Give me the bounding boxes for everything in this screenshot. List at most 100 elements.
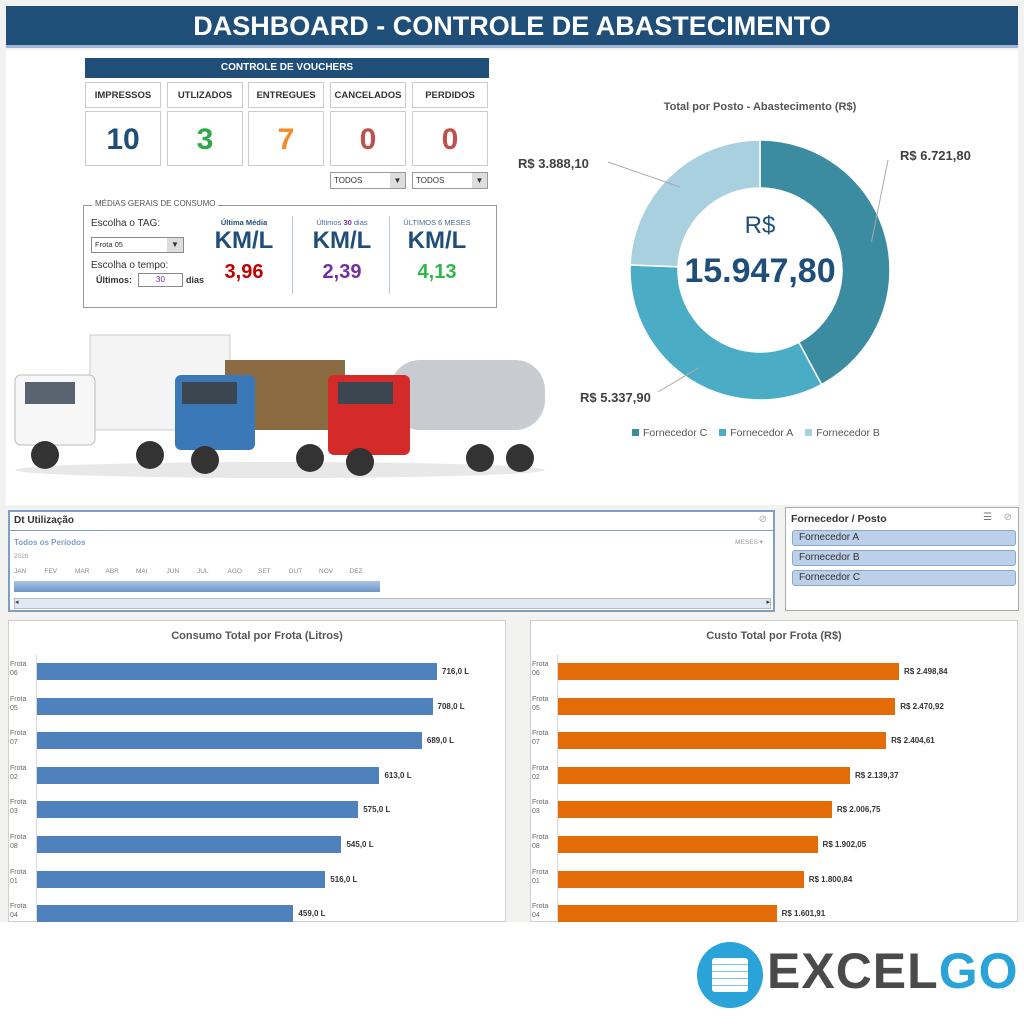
- donut-title: Total por Posto - Abastecimento (R$): [663, 101, 857, 113]
- scroll-right-icon[interactable]: ▸: [766, 599, 770, 606]
- month-jul[interactable]: JUL: [197, 568, 209, 575]
- date-slicer[interactable]: Dt Utilização ⊘ Todos os Períodos MESES …: [8, 510, 775, 612]
- bar[interactable]: [37, 905, 294, 923]
- slicer-item-fornecedor-a[interactable]: Fornecedor A: [792, 530, 1016, 546]
- bar-value-label: R$ 2.139,37: [854, 770, 899, 780]
- bar[interactable]: [37, 801, 359, 819]
- category-label: Frota 01: [532, 868, 549, 885]
- month-nov[interactable]: NOV: [319, 568, 334, 575]
- legend-item[interactable]: Fornecedor C: [632, 427, 707, 439]
- chevron-down-icon: ▼: [472, 173, 487, 188]
- bar-value-label: R$ 1.902,05: [822, 840, 867, 849]
- bar-value-label: 459,0 L: [298, 909, 326, 919]
- month-set[interactable]: SET: [258, 568, 271, 575]
- bar[interactable]: [558, 836, 818, 853]
- month-ago[interactable]: AGO: [227, 568, 242, 575]
- donut-data-label: R$ 3.888,10: [518, 156, 589, 171]
- bar[interactable]: [558, 766, 850, 784]
- tempo-label: Escolha o tempo:: [91, 260, 169, 271]
- donut-chart: R$ 6.721,80 R$ 5.337,90 R$ 3.888,10: [518, 139, 971, 405]
- all-periods[interactable]: Todos os Períodos: [14, 538, 86, 547]
- timeline-scrollbar[interactable]: ◂ ▸: [14, 598, 771, 609]
- donut-slice-fornecedor-b[interactable]: [629, 139, 761, 268]
- slicer-title: Dt Utilização: [14, 515, 75, 526]
- multiselect-icon[interactable]: ☰: [983, 512, 992, 523]
- fornecedor-slicer: Fornecedor / Posto ☰ ⊘ Fornecedor A Forn…: [785, 507, 1019, 611]
- voucher-filter-dropdown[interactable]: TODOS ▼: [330, 172, 406, 189]
- voucher-value-impressos: 10: [85, 111, 161, 166]
- ultimos-input[interactable]: 30: [138, 273, 183, 287]
- month-jan[interactable]: JAN: [14, 568, 27, 575]
- category-label: Frota 05: [532, 695, 549, 712]
- month-jun[interactable]: JUN: [166, 568, 180, 575]
- bar[interactable]: [558, 905, 777, 923]
- category-label: Frota 06: [532, 661, 549, 677]
- category-label: Frota 01: [10, 868, 27, 885]
- slicer-item-fornecedor-b[interactable]: Fornecedor B: [792, 550, 1016, 566]
- category-label: Frota 02: [10, 764, 27, 781]
- voucher-value-cancelados: 0: [330, 111, 406, 166]
- donut-legend: Fornecedor C Fornecedor A Fornecedor B: [632, 427, 880, 439]
- clear-filter-icon[interactable]: ⊘: [758, 514, 767, 525]
- level-value: MESES: [735, 539, 758, 546]
- legend-item[interactable]: Fornecedor A: [719, 427, 793, 439]
- voucher-label-utlizados: UTLIZADOS: [167, 82, 243, 108]
- chart-title: Consumo Total por Frota (Litros): [171, 630, 343, 642]
- bar[interactable]: [37, 836, 342, 853]
- bar-value-label: 516,0 L: [330, 874, 358, 884]
- slicer-item-fornecedor-c[interactable]: Fornecedor C: [792, 570, 1016, 586]
- month-out[interactable]: OUT: [288, 568, 303, 575]
- month-mar[interactable]: MAR: [75, 568, 90, 575]
- dias-label: dias: [186, 275, 205, 285]
- voucher-value-perdidos: 0: [412, 111, 488, 166]
- category-label: Frota 03: [532, 799, 549, 816]
- excel-logo-icon: [697, 942, 763, 1008]
- category-label: Frota 08: [10, 834, 27, 850]
- tag-label: Escolha o TAG:: [91, 218, 161, 229]
- bar[interactable]: [558, 732, 887, 750]
- bar-value-label: 708,0 L: [437, 701, 465, 711]
- bar[interactable]: [558, 801, 832, 819]
- bar[interactable]: [37, 697, 433, 715]
- timeline-bar[interactable]: [14, 581, 380, 592]
- bar[interactable]: [37, 663, 437, 680]
- month-abr[interactable]: ABR: [105, 568, 119, 575]
- voucher-label-entregues: ENTREGUES: [248, 82, 324, 108]
- bar-value-label: 545,0 L: [346, 840, 374, 849]
- voucher-label-perdidos: PERDIDOS: [412, 82, 488, 108]
- bar[interactable]: [558, 663, 899, 680]
- bar[interactable]: [37, 732, 422, 750]
- bar[interactable]: [37, 870, 326, 888]
- filter-value: TODOS: [416, 176, 445, 185]
- tag-dropdown[interactable]: Frota 05 ▼: [91, 237, 184, 253]
- col-unit: KM/L: [214, 227, 274, 254]
- bar[interactable]: [558, 697, 896, 715]
- category-label: Frota 04: [10, 903, 27, 920]
- clear-filter-icon[interactable]: ⊘: [1003, 512, 1012, 523]
- level-select[interactable]: MESES ▾: [735, 539, 763, 546]
- voucher-filter-dropdown[interactable]: TODOS ▼: [412, 172, 488, 189]
- legend-label: Fornecedor C: [643, 427, 708, 439]
- month-dez[interactable]: DEZ: [349, 568, 363, 575]
- legend-label: Fornecedor B: [816, 427, 880, 439]
- medias-panel: MÉDIAS GERAIS DE CONSUMO Escolha o TAG: …: [83, 199, 497, 308]
- logo-text-a: EXCEL: [767, 943, 939, 999]
- month-fev[interactable]: FEV: [44, 568, 58, 575]
- year-label: 2026: [14, 553, 29, 560]
- donut-slice-fornecedor-c[interactable]: [759, 139, 891, 386]
- donut-center-value: 15.947,80: [684, 252, 836, 290]
- legend-item[interactable]: Fornecedor B: [805, 427, 880, 439]
- page-title: DASHBOARD - CONTROLE DE ABASTECIMENTO: [6, 6, 1018, 48]
- medias-title: MÉDIAS GERAIS DE CONSUMO: [92, 199, 219, 208]
- legend-swatch: [719, 429, 727, 436]
- month-mai[interactable]: MAI: [136, 568, 148, 575]
- bar-value-label: 613,0 L: [384, 770, 412, 780]
- legend-swatch: [805, 429, 813, 436]
- scroll-left-icon[interactable]: ◂: [15, 599, 19, 606]
- media-col-30dias: Últimos 30 dias KM/L 2,39: [292, 218, 392, 284]
- donut-slice-fornecedor-a[interactable]: [629, 264, 823, 401]
- col-title: Últimos: [316, 218, 342, 227]
- bar[interactable]: [558, 870, 804, 888]
- logo-text: EXCELGO: [767, 942, 1019, 1000]
- bar[interactable]: [37, 766, 380, 784]
